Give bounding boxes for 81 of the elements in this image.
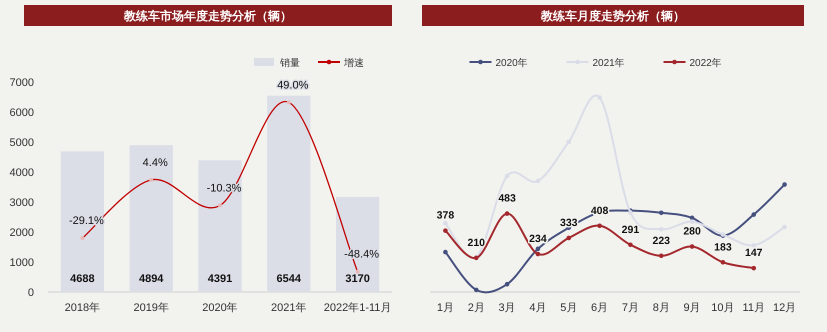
data-label: 483 [498,192,516,205]
point [536,246,540,252]
x-tick-label: 2018年 [64,302,100,314]
point [690,244,694,249]
point [751,212,756,217]
y-tick-label: 3000 [10,197,34,209]
y-tick-label: 4000 [10,167,34,179]
point [782,182,787,187]
bar [267,96,310,292]
point [690,216,694,220]
x-tick-label: 2月 [468,302,485,314]
y-tick-label: 0 [28,287,34,299]
point [751,266,756,270]
x-tick-label: 6月 [591,302,608,314]
point [658,254,664,258]
data-label: 6544 [276,273,302,285]
x-tick-label: 5月 [560,302,578,314]
data-label: 333 [560,216,578,229]
data-label: 223 [652,234,670,247]
x-tick-label: 2022年1-11月 [324,302,392,314]
legend-label: 2022年 [690,57,722,69]
chart-title: 教练车市场年度走势分析（辆） [123,9,292,23]
point [536,178,540,184]
point [720,260,726,265]
point [566,140,572,144]
point [751,242,756,248]
data-label: 183 [714,241,732,254]
x-tick-label: 2019年 [133,302,169,314]
point [474,288,479,292]
point [628,242,633,248]
point [443,220,448,226]
data-label: 280 [683,226,701,238]
bar [60,151,104,292]
legend-label: 2021年 [592,57,625,69]
point [658,210,664,216]
data-label: 4894 [138,273,164,285]
chart-title: 教练车月度走势分析（辆） [540,9,685,23]
x-tick-label: 8月 [652,302,670,314]
x-tick-label: 11月 [742,302,765,314]
point [690,219,694,224]
y-tick-label: 6000 [10,107,34,119]
point [782,224,787,230]
data-label: 147 [744,247,763,260]
x-tick-label: 2021年 [271,302,307,314]
y-tick-label: 1000 [10,257,34,269]
point [504,211,510,216]
x-tick-label: 12月 [772,302,796,314]
data-label: 234 [529,233,547,246]
x-tick-label: 3月 [498,302,516,314]
point [443,228,448,233]
data-label: 291 [622,224,640,236]
point [658,226,664,232]
data-label: 378 [436,210,454,222]
point [597,223,602,228]
data-label: 49.0% [277,79,309,92]
x-tick-label: 4月 [529,302,546,314]
x-tick-label: 2020年 [202,302,238,314]
x-tick-label: 9月 [684,302,701,314]
point [597,95,602,100]
point [566,236,572,240]
x-tick-label: 7月 [622,302,639,314]
point [536,252,540,256]
bar [336,196,380,292]
x-tick-label: 10月 [711,302,735,314]
legend-label: 增速 [343,57,364,69]
x-tick-label: 1月 [436,302,454,314]
point [443,250,448,254]
legend-label: 销量 [279,58,300,69]
bar [130,145,173,292]
point [504,282,510,287]
y-tick-label: 2000 [10,227,34,239]
data-label: 3170 [345,273,370,285]
y-tick-label: 5000 [10,137,34,149]
legend-label: 2020年 [496,57,528,69]
bar [198,160,242,292]
data-label: 4391 [208,273,232,285]
data-label: 210 [467,236,486,249]
y-tick-label: 7000 [10,77,34,89]
data-label: 4688 [70,273,95,285]
point [504,174,510,178]
data-label: 4.4% [142,156,168,169]
